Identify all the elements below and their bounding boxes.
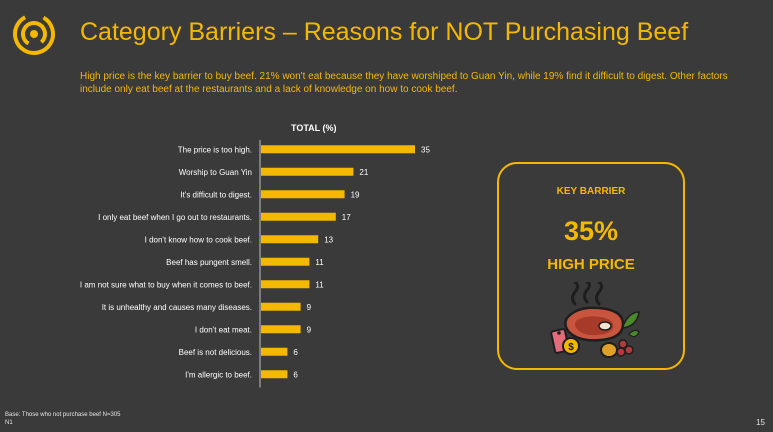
value-label: 19 xyxy=(351,190,360,199)
chart-title: TOTAL (%) xyxy=(291,123,337,133)
value-label: 13 xyxy=(324,235,333,244)
category-label: I am not sure what to buy when it comes … xyxy=(80,280,252,289)
page-number: 15 xyxy=(756,418,765,427)
value-label: 17 xyxy=(342,213,351,222)
value-label: 11 xyxy=(315,258,324,267)
category-label: I only eat beef when I go out to restaur… xyxy=(98,213,252,222)
category-label: Worship to Guan Yin xyxy=(179,168,252,177)
value-label: 6 xyxy=(293,348,298,357)
bar xyxy=(261,302,301,311)
bar xyxy=(261,325,301,334)
steak-food-icon: $ xyxy=(550,282,640,358)
value-label: 11 xyxy=(315,280,324,289)
value-label: 9 xyxy=(307,303,312,312)
barriers-bar-chart: The price is too high. 35 Worship to Guan … xyxy=(80,140,430,388)
value-label: 9 xyxy=(307,325,312,334)
category-label: I don't know how to cook beef. xyxy=(145,235,252,244)
key-barrier-value: 35% xyxy=(563,216,619,246)
category-label: Beef is not delicious. xyxy=(179,348,252,357)
bar xyxy=(261,235,319,244)
category-label: Beef has pungent smell. xyxy=(166,258,252,267)
category-label: I'm allergic to beef. xyxy=(185,370,252,379)
value-label: 6 xyxy=(293,370,298,379)
category-label: It is unhealthy and causes many diseases… xyxy=(102,303,252,312)
concentric-circles-logo-icon xyxy=(12,12,55,55)
category-label: I don't eat meat. xyxy=(195,325,252,334)
bar xyxy=(261,370,288,379)
value-label: 35 xyxy=(421,145,430,154)
category-label: It's difficult to digest. xyxy=(180,190,252,199)
value-label: 21 xyxy=(359,168,368,177)
page-subtitle: High price is the key barrier to buy bee… xyxy=(80,71,728,95)
bar xyxy=(261,257,310,266)
base-note: Base: Those who not purchase beef N=305 … xyxy=(5,411,120,427)
bar xyxy=(261,212,336,221)
category-label: The price is too high. xyxy=(178,145,252,154)
base-note-line2: N1 xyxy=(5,420,13,426)
bar xyxy=(261,167,354,176)
svg-text:$: $ xyxy=(568,342,574,353)
bar xyxy=(261,145,415,154)
key-barrier-label: KEY BARRIER xyxy=(556,186,626,197)
key-barrier-card: KEY BARRIER 35% HIGH PRICE $ xyxy=(497,162,685,370)
key-barrier-text: HIGH PRICE xyxy=(547,256,635,273)
bar xyxy=(261,280,310,289)
bar xyxy=(261,190,345,199)
bar xyxy=(261,347,288,356)
page-title: Category Barriers – Reasons for NOT Purc… xyxy=(80,18,689,46)
base-note-line1: Base: Those who not purchase beef N=305 xyxy=(5,412,121,418)
